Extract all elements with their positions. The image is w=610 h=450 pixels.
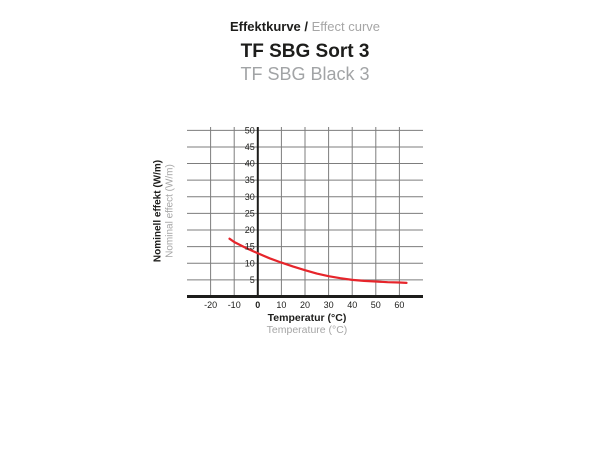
section-title-no: Effektkurve / bbox=[229, 19, 309, 34]
y-tick-label: 30 bbox=[245, 192, 255, 202]
y-axis-title-english: Nominal effect (W/m) bbox=[164, 164, 176, 258]
x-tick-label: 20 bbox=[300, 300, 310, 310]
header: Effektkurve / Effect curve TF SBG Sort 3… bbox=[0, 20, 610, 83]
x-axis-title: Temperatur (°C) Temperature (°C) bbox=[157, 313, 457, 336]
section-title-en: Effect curve bbox=[308, 19, 381, 34]
y-tick-label: 25 bbox=[245, 208, 255, 218]
effect-curve bbox=[228, 237, 408, 284]
x-tick-label: 50 bbox=[371, 300, 381, 310]
product-name-norwegian: TF SBG Sort 3 bbox=[240, 41, 370, 62]
y-tick-label: 10 bbox=[245, 258, 255, 268]
x-tick-label: 60 bbox=[394, 300, 404, 310]
product-name-english: TF SBG Black 3 bbox=[240, 64, 370, 84]
x-tick-label: 0 bbox=[255, 300, 260, 310]
section-title: Effektkurve / Effect curve bbox=[0, 20, 610, 33]
y-tick-label: 5 bbox=[250, 275, 255, 285]
y-axis-title: Nominell effekt (W/m) Nominal effect (W/… bbox=[153, 121, 177, 302]
x-axis-title-english: Temperature (°C) bbox=[266, 324, 348, 336]
x-tick-label: 40 bbox=[347, 300, 357, 310]
x-axis-title-norwegian: Temperatur (°C) bbox=[267, 312, 347, 324]
y-tick-label: 40 bbox=[245, 159, 255, 169]
x-tick-label: 30 bbox=[324, 300, 334, 310]
y-tick-label: 15 bbox=[245, 242, 255, 252]
x-tick-label: -20 bbox=[204, 300, 217, 310]
y-tick-label: 45 bbox=[245, 142, 255, 152]
y-axis-title-norwegian: Nominell effekt (W/m) bbox=[152, 159, 164, 263]
y-tick-label: 35 bbox=[245, 175, 255, 185]
x-tick-label: 10 bbox=[276, 300, 286, 310]
x-tick-label: -10 bbox=[228, 300, 241, 310]
y-tick-label: 50 bbox=[245, 125, 255, 135]
y-tick-label: 20 bbox=[245, 225, 255, 235]
